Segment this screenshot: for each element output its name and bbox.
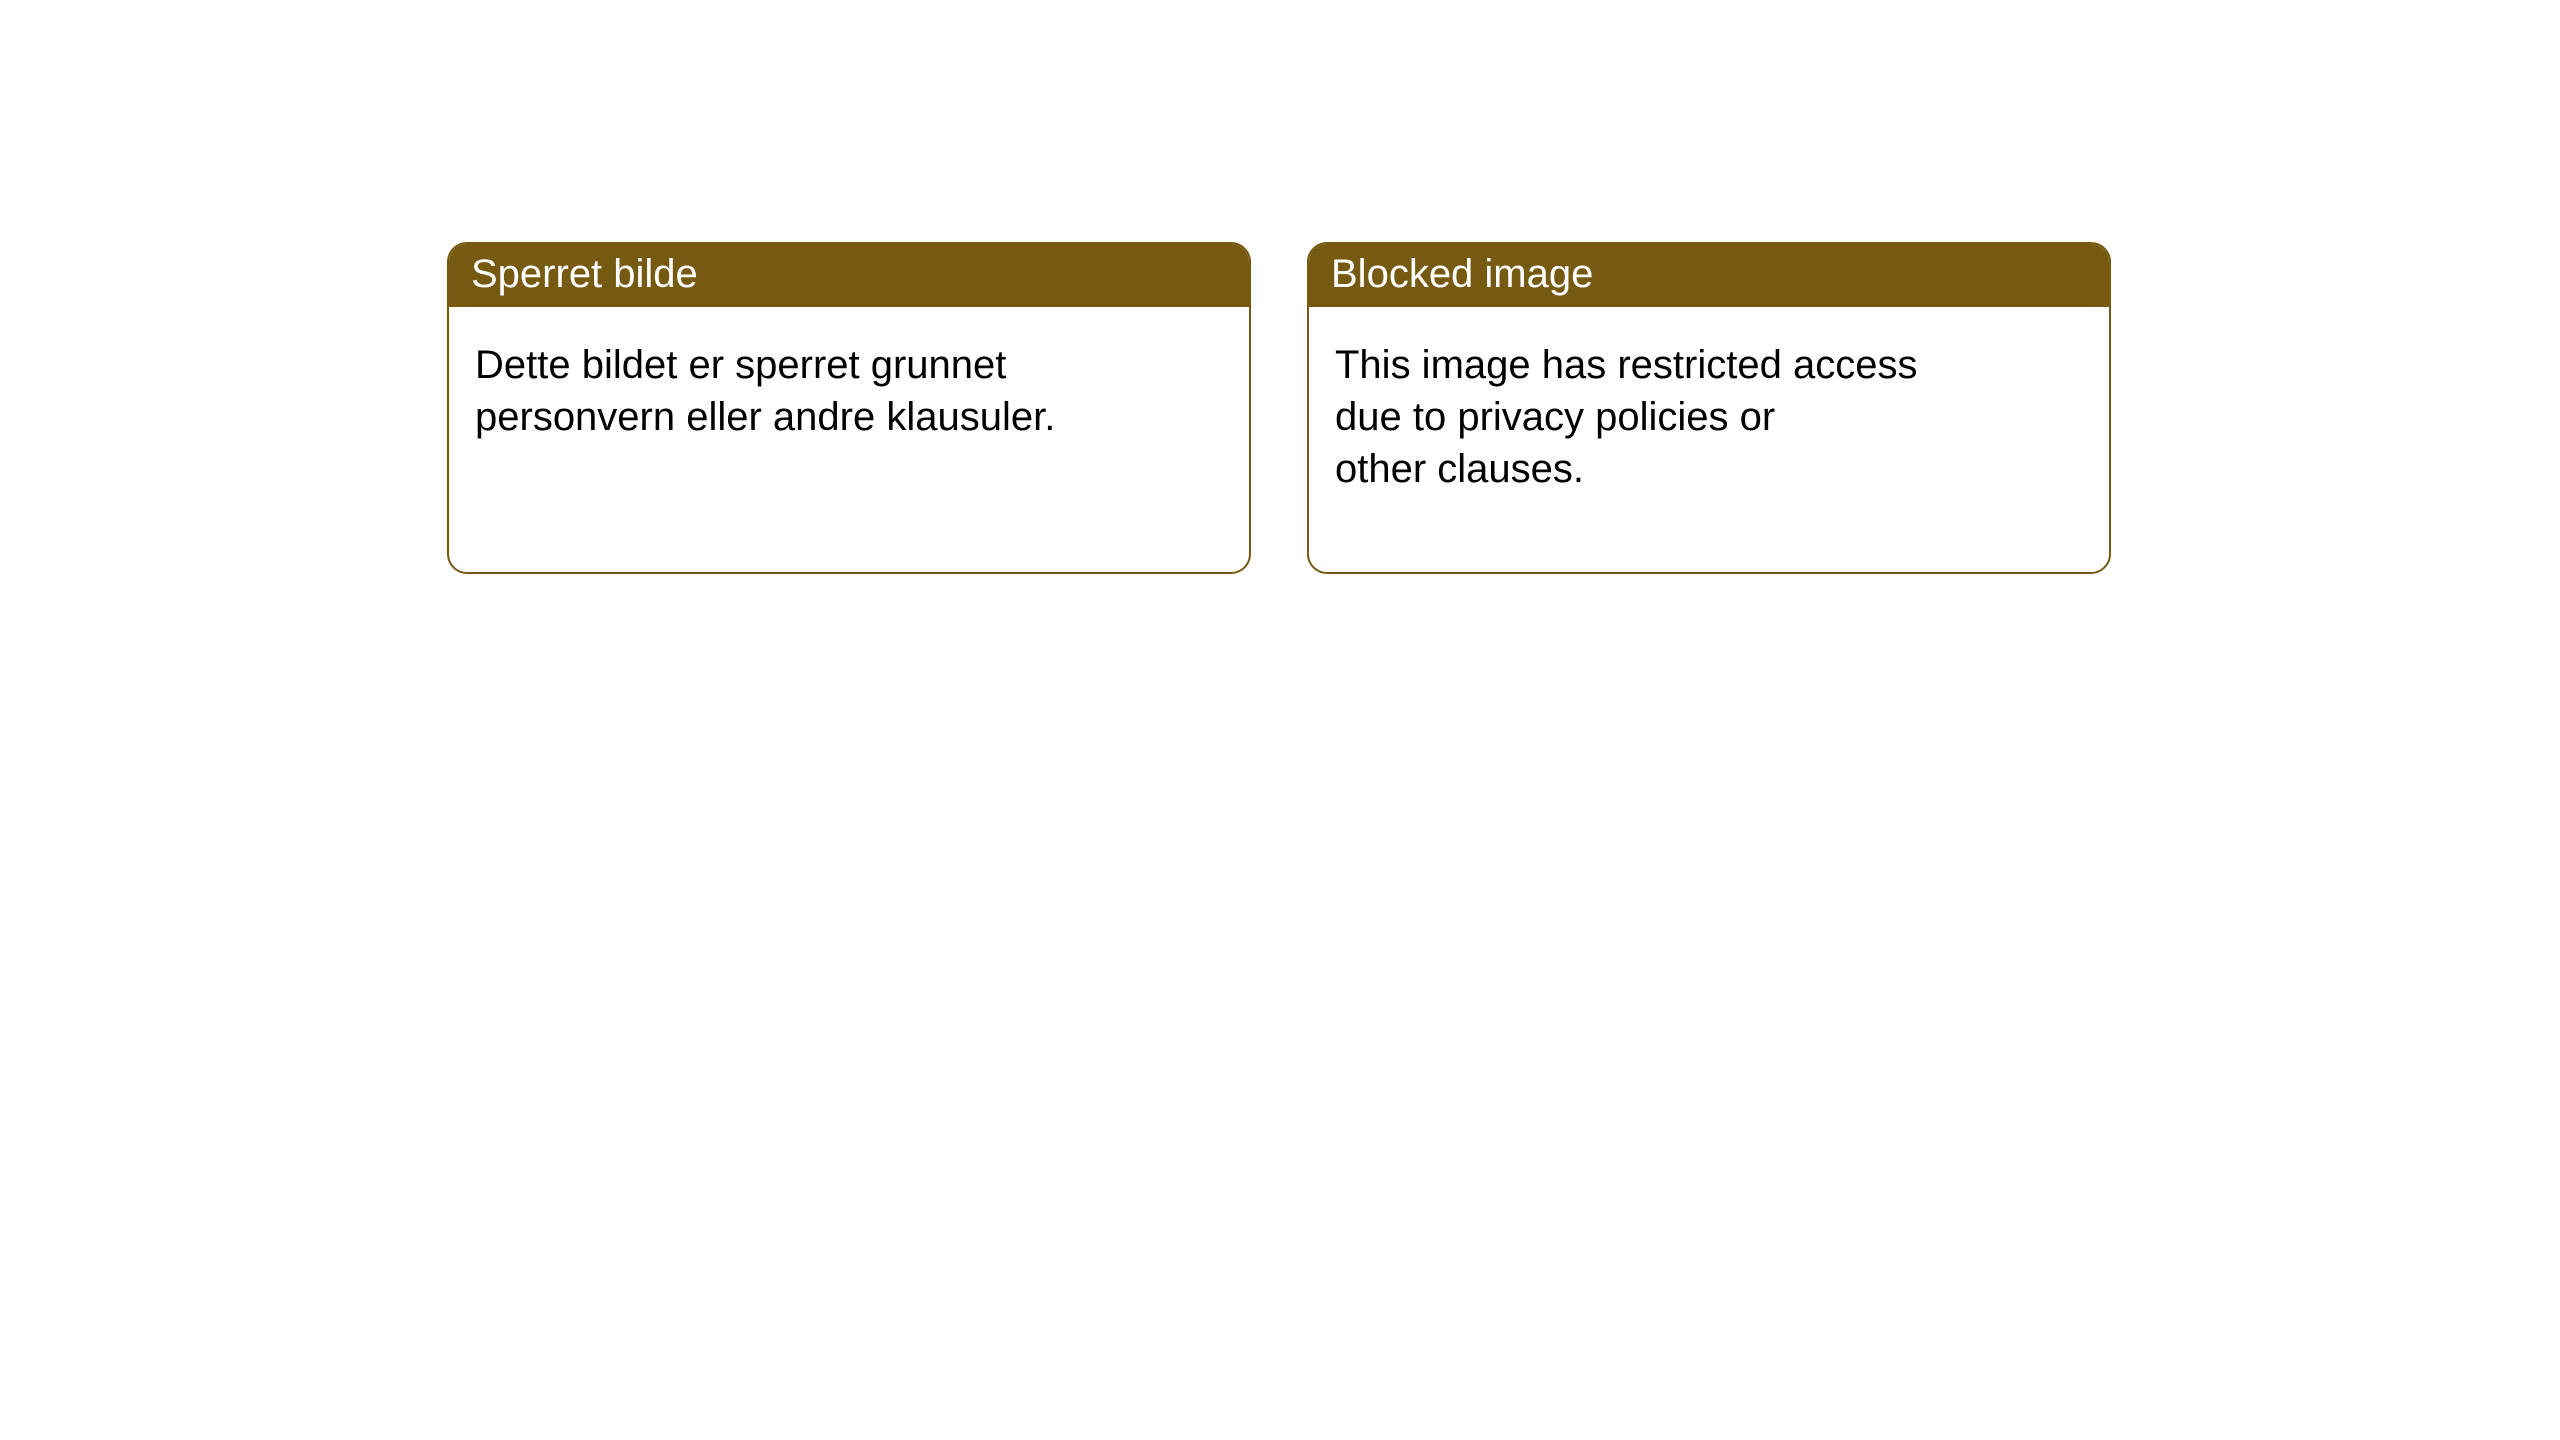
notice-box-norwegian: Sperret bilde Dette bildet er sperret gr… bbox=[447, 242, 1251, 574]
notice-header: Blocked image bbox=[1309, 244, 2109, 307]
notice-body: This image has restricted access due to … bbox=[1309, 307, 2009, 527]
notice-header: Sperret bilde bbox=[449, 244, 1249, 307]
notice-container: Sperret bilde Dette bildet er sperret gr… bbox=[447, 242, 2111, 574]
notice-box-english: Blocked image This image has restricted … bbox=[1307, 242, 2111, 574]
notice-title: Sperret bilde bbox=[471, 252, 698, 296]
notice-body-text: This image has restricted access due to … bbox=[1335, 343, 1917, 491]
notice-body: Dette bildet er sperret grunnet personve… bbox=[449, 307, 1149, 475]
notice-title: Blocked image bbox=[1331, 252, 1593, 296]
notice-body-text: Dette bildet er sperret grunnet personve… bbox=[475, 343, 1055, 439]
